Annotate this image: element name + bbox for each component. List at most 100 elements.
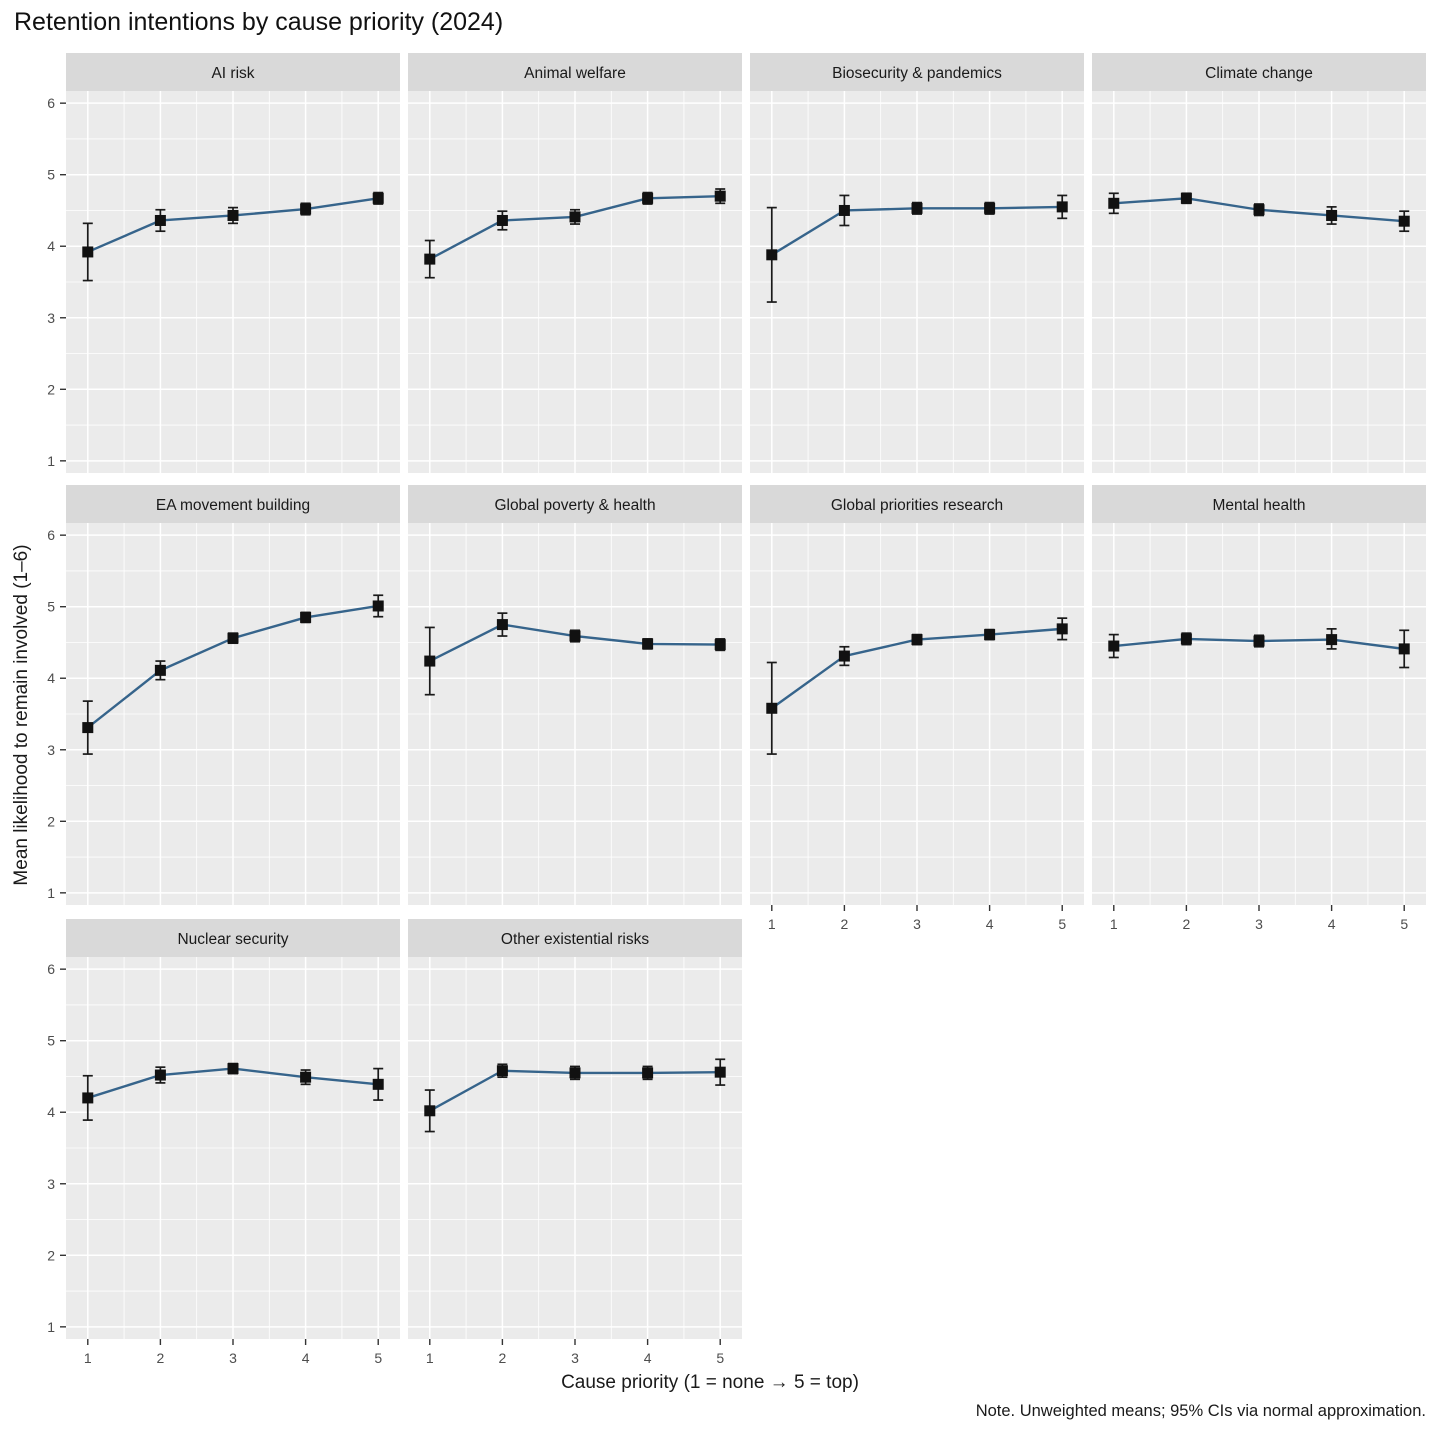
- x-tick-label: 3: [571, 1350, 579, 1366]
- data-point-x2: [496, 1065, 508, 1077]
- data-point-x5: [1398, 215, 1410, 227]
- footnote: Note. Unweighted means; 95% CIs via norm…: [975, 1402, 1426, 1420]
- facet-strip: [408, 485, 742, 523]
- y-tick-label: 3: [47, 742, 55, 758]
- y-tick-label: 5: [47, 167, 55, 183]
- y-tick-label: 4: [47, 238, 55, 254]
- facet-title: Animal welfare: [524, 65, 626, 82]
- data-point-x5: [1398, 643, 1410, 655]
- y-tick-label: 1: [47, 453, 55, 469]
- data-point-x4: [300, 1071, 312, 1083]
- y-tick-label: 4: [47, 670, 55, 686]
- data-point-x5: [1056, 623, 1068, 635]
- x-tick-label: 3: [229, 1350, 237, 1366]
- facet-panel-global-poverty-health: Global poverty & health: [408, 485, 742, 905]
- facet-strip: [408, 53, 742, 91]
- facet-title: Other existential risks: [501, 931, 649, 948]
- data-point-x1: [766, 702, 778, 714]
- facet-title: AI risk: [211, 65, 254, 82]
- data-point-x3: [227, 1063, 239, 1075]
- x-tick-label: 5: [716, 1350, 724, 1366]
- data-point-x4: [642, 1067, 654, 1079]
- y-tick-label: 5: [47, 1033, 55, 1049]
- facet-strip: [66, 53, 400, 91]
- y-tick-label: 6: [47, 527, 55, 543]
- x-tick-label: 4: [986, 916, 994, 932]
- data-point-x5: [1056, 201, 1068, 213]
- facet-panel-animal-welfare: Animal welfare: [408, 53, 742, 473]
- x-tick-label: 1: [1110, 916, 1118, 932]
- facet-panel-ai-risk: AI risk: [66, 53, 400, 473]
- data-point-x5: [372, 600, 384, 612]
- data-point-x1: [424, 1105, 436, 1117]
- x-tick-label: 3: [1255, 916, 1263, 932]
- y-axis-title: Mean likelihood to remain involved (1–6): [11, 544, 32, 886]
- facet-title: Global poverty & health: [494, 497, 655, 514]
- facet-strip: [408, 919, 742, 957]
- data-point-x3: [227, 632, 239, 644]
- data-point-x4: [642, 192, 654, 204]
- y-tick-label: 6: [47, 95, 55, 111]
- data-point-x4: [300, 611, 312, 623]
- data-point-x4: [984, 629, 996, 641]
- x-tick-label: 3: [913, 916, 921, 932]
- x-axis-title: Cause priority (1 = none → 5 = top): [561, 1372, 859, 1393]
- data-point-x2: [154, 214, 166, 226]
- y-tick-label: 1: [47, 1319, 55, 1335]
- facet-panel-global-priorities-research: Global priorities research 1 2 3 4 5: [750, 485, 1084, 932]
- data-point-x1: [82, 246, 94, 258]
- data-point-x4: [1326, 209, 1338, 221]
- data-point-x5: [714, 1066, 726, 1078]
- data-point-x5: [714, 639, 726, 651]
- y-tick-label: 5: [47, 599, 55, 615]
- x-tick-label: 5: [1400, 916, 1408, 932]
- x-tick-label: 1: [426, 1350, 434, 1366]
- data-point-x2: [1180, 633, 1192, 645]
- data-point-x3: [569, 211, 581, 223]
- facet-panel-other-existential-risks: Other existential risks 1 2 3 4 5: [408, 919, 742, 1366]
- data-point-x4: [642, 638, 654, 650]
- x-tick-label: 2: [840, 916, 848, 932]
- data-point-x3: [569, 1067, 581, 1079]
- facet-panel-climate-change: Climate change: [1092, 53, 1426, 473]
- facet-title: Biosecurity & pandemics: [832, 65, 1002, 82]
- y-tick-label: 6: [47, 961, 55, 977]
- data-point-x2: [154, 664, 166, 676]
- y-tick-label: 2: [47, 1247, 55, 1263]
- data-point-x2: [496, 214, 508, 226]
- x-tick-label: 2: [498, 1350, 506, 1366]
- data-point-x1: [766, 249, 778, 261]
- facet-title: Climate change: [1205, 65, 1313, 82]
- x-tick-label: 5: [374, 1350, 382, 1366]
- chart-title: Retention intentions by cause priority (…: [14, 8, 504, 36]
- facet-title: Mental health: [1212, 497, 1305, 514]
- facet-strip: [66, 919, 400, 957]
- y-tick-label: 2: [47, 381, 55, 397]
- facet-panel-biosecurity-pandemics: Biosecurity & pandemics: [750, 53, 1084, 473]
- data-point-x1: [82, 722, 94, 734]
- facet-title: Nuclear security: [177, 931, 288, 948]
- data-point-x1: [1108, 640, 1120, 652]
- y-axis-row-2: 1 2 3 4 5 6: [47, 527, 66, 901]
- x-tick-label: 5: [1058, 916, 1066, 932]
- data-point-x5: [714, 190, 726, 202]
- data-point-x2: [838, 650, 850, 662]
- x-tick-label: 2: [1182, 916, 1190, 932]
- data-point-x1: [424, 655, 436, 667]
- data-point-x3: [911, 202, 923, 214]
- data-point-x4: [300, 203, 312, 215]
- data-point-x2: [154, 1069, 166, 1081]
- facet-panel-ea-movement-building: EA movement building: [66, 485, 400, 905]
- facet-strip: [750, 485, 1084, 523]
- facet-title: Global priorities research: [831, 497, 1003, 514]
- facet-strip: [1092, 485, 1426, 523]
- data-point-x3: [227, 209, 239, 221]
- data-point-x1: [424, 253, 436, 265]
- data-point-x2: [1180, 192, 1192, 204]
- data-point-x1: [1108, 197, 1120, 209]
- data-point-x3: [911, 634, 923, 646]
- data-point-x4: [1326, 634, 1338, 646]
- data-point-x4: [984, 202, 996, 214]
- y-tick-label: 2: [47, 813, 55, 829]
